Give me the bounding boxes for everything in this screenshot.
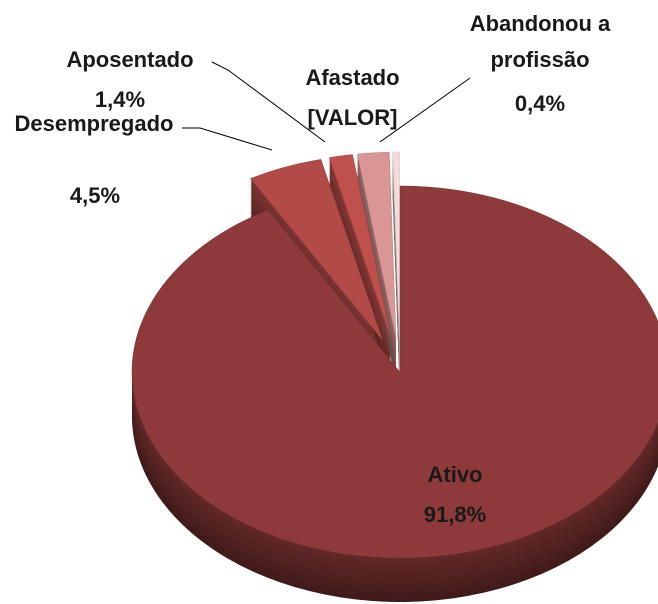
value-label: 91,8% <box>423 502 487 527</box>
leader-line <box>379 77 471 143</box>
leader-line <box>182 127 273 151</box>
slice <box>357 151 397 339</box>
slice <box>329 154 392 339</box>
value-label: [VALOR] <box>307 105 398 130</box>
slice-label: Desempregado <box>14 111 174 136</box>
slice-label: Afastado <box>305 65 400 90</box>
slice-label: Ativo <box>427 462 483 487</box>
slice-label: Abandonou a profissão <box>469 11 611 72</box>
slice <box>131 185 658 559</box>
value-label: 1,4% <box>94 87 146 112</box>
slice <box>392 151 400 339</box>
value-label: 0,4% <box>514 91 566 116</box>
value-label: 4,5% <box>69 183 121 208</box>
slice <box>250 159 383 341</box>
slice-label: Aposentado <box>66 47 194 72</box>
leader-line <box>211 61 326 143</box>
